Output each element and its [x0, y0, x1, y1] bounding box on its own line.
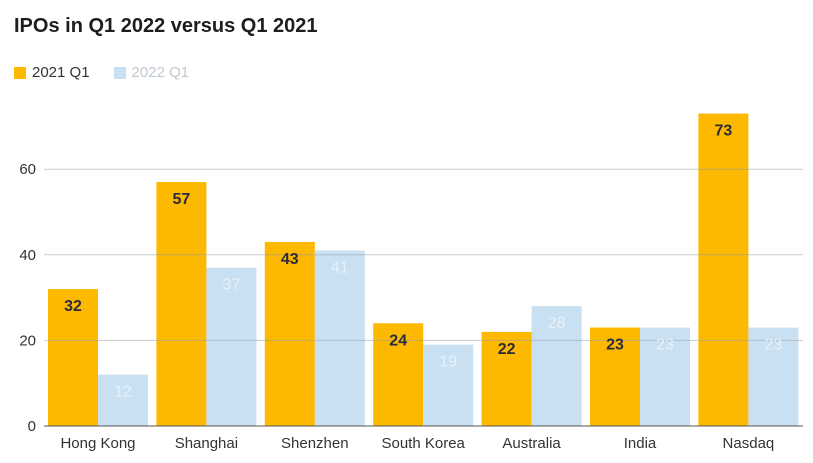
legend-item-2021: 2021 Q1: [14, 64, 90, 81]
x-tick-label: India: [624, 435, 657, 452]
bar-2022: [206, 267, 257, 426]
bar-2022: [423, 344, 474, 426]
data-label: 12: [114, 384, 132, 401]
bar-2021: [156, 182, 207, 426]
chart-title: IPOs in Q1 2022 versus Q1 2021: [14, 15, 318, 37]
data-label: 23: [765, 337, 783, 354]
data-label: 41: [331, 260, 349, 277]
x-tick-label: Nasdaq: [723, 435, 775, 452]
data-label: 28: [548, 315, 566, 332]
bar-2022: [640, 327, 690, 426]
data-label: 57: [173, 191, 191, 208]
legend-label-2021: 2021 Q1: [32, 64, 90, 81]
bar-2021: [481, 331, 532, 426]
bar-2022: [748, 327, 799, 426]
bar-2021: [264, 241, 315, 426]
data-label: 23: [656, 337, 674, 354]
data-label: 32: [64, 298, 82, 315]
y-tick-label: 0: [28, 418, 36, 435]
bar-2021: [48, 289, 98, 426]
legend: 2021 Q1 2022 Q1: [14, 64, 189, 81]
bar-2022: [98, 374, 148, 426]
x-tick-label: Shenzhen: [281, 435, 349, 452]
x-tick-label: South Korea: [381, 435, 465, 452]
legend-swatch-2021: [14, 66, 26, 79]
bar-2022: [314, 250, 365, 426]
y-tick-label: 40: [19, 247, 36, 264]
x-tick-label: Shanghai: [175, 435, 238, 452]
x-tick-label: Hong Kong: [60, 435, 135, 452]
legend-swatch-2022: [113, 66, 126, 79]
bar-2021: [698, 113, 749, 426]
data-label: 24: [389, 332, 407, 349]
data-label: 19: [439, 354, 457, 371]
data-label: 23: [606, 337, 624, 354]
y-tick-label: 60: [19, 161, 36, 178]
x-tick-label: Australia: [502, 435, 561, 452]
legend-item-2022: 2022 Q1: [113, 64, 190, 81]
data-label: 22: [498, 341, 516, 358]
bar-2022: [531, 306, 582, 426]
bar-2021: [590, 327, 640, 426]
data-label: 73: [715, 123, 733, 140]
data-label: 37: [223, 277, 241, 294]
legend-label-2022: 2022 Q1: [131, 64, 190, 81]
data-label: 43: [281, 251, 299, 268]
y-tick-label: 20: [19, 332, 36, 349]
